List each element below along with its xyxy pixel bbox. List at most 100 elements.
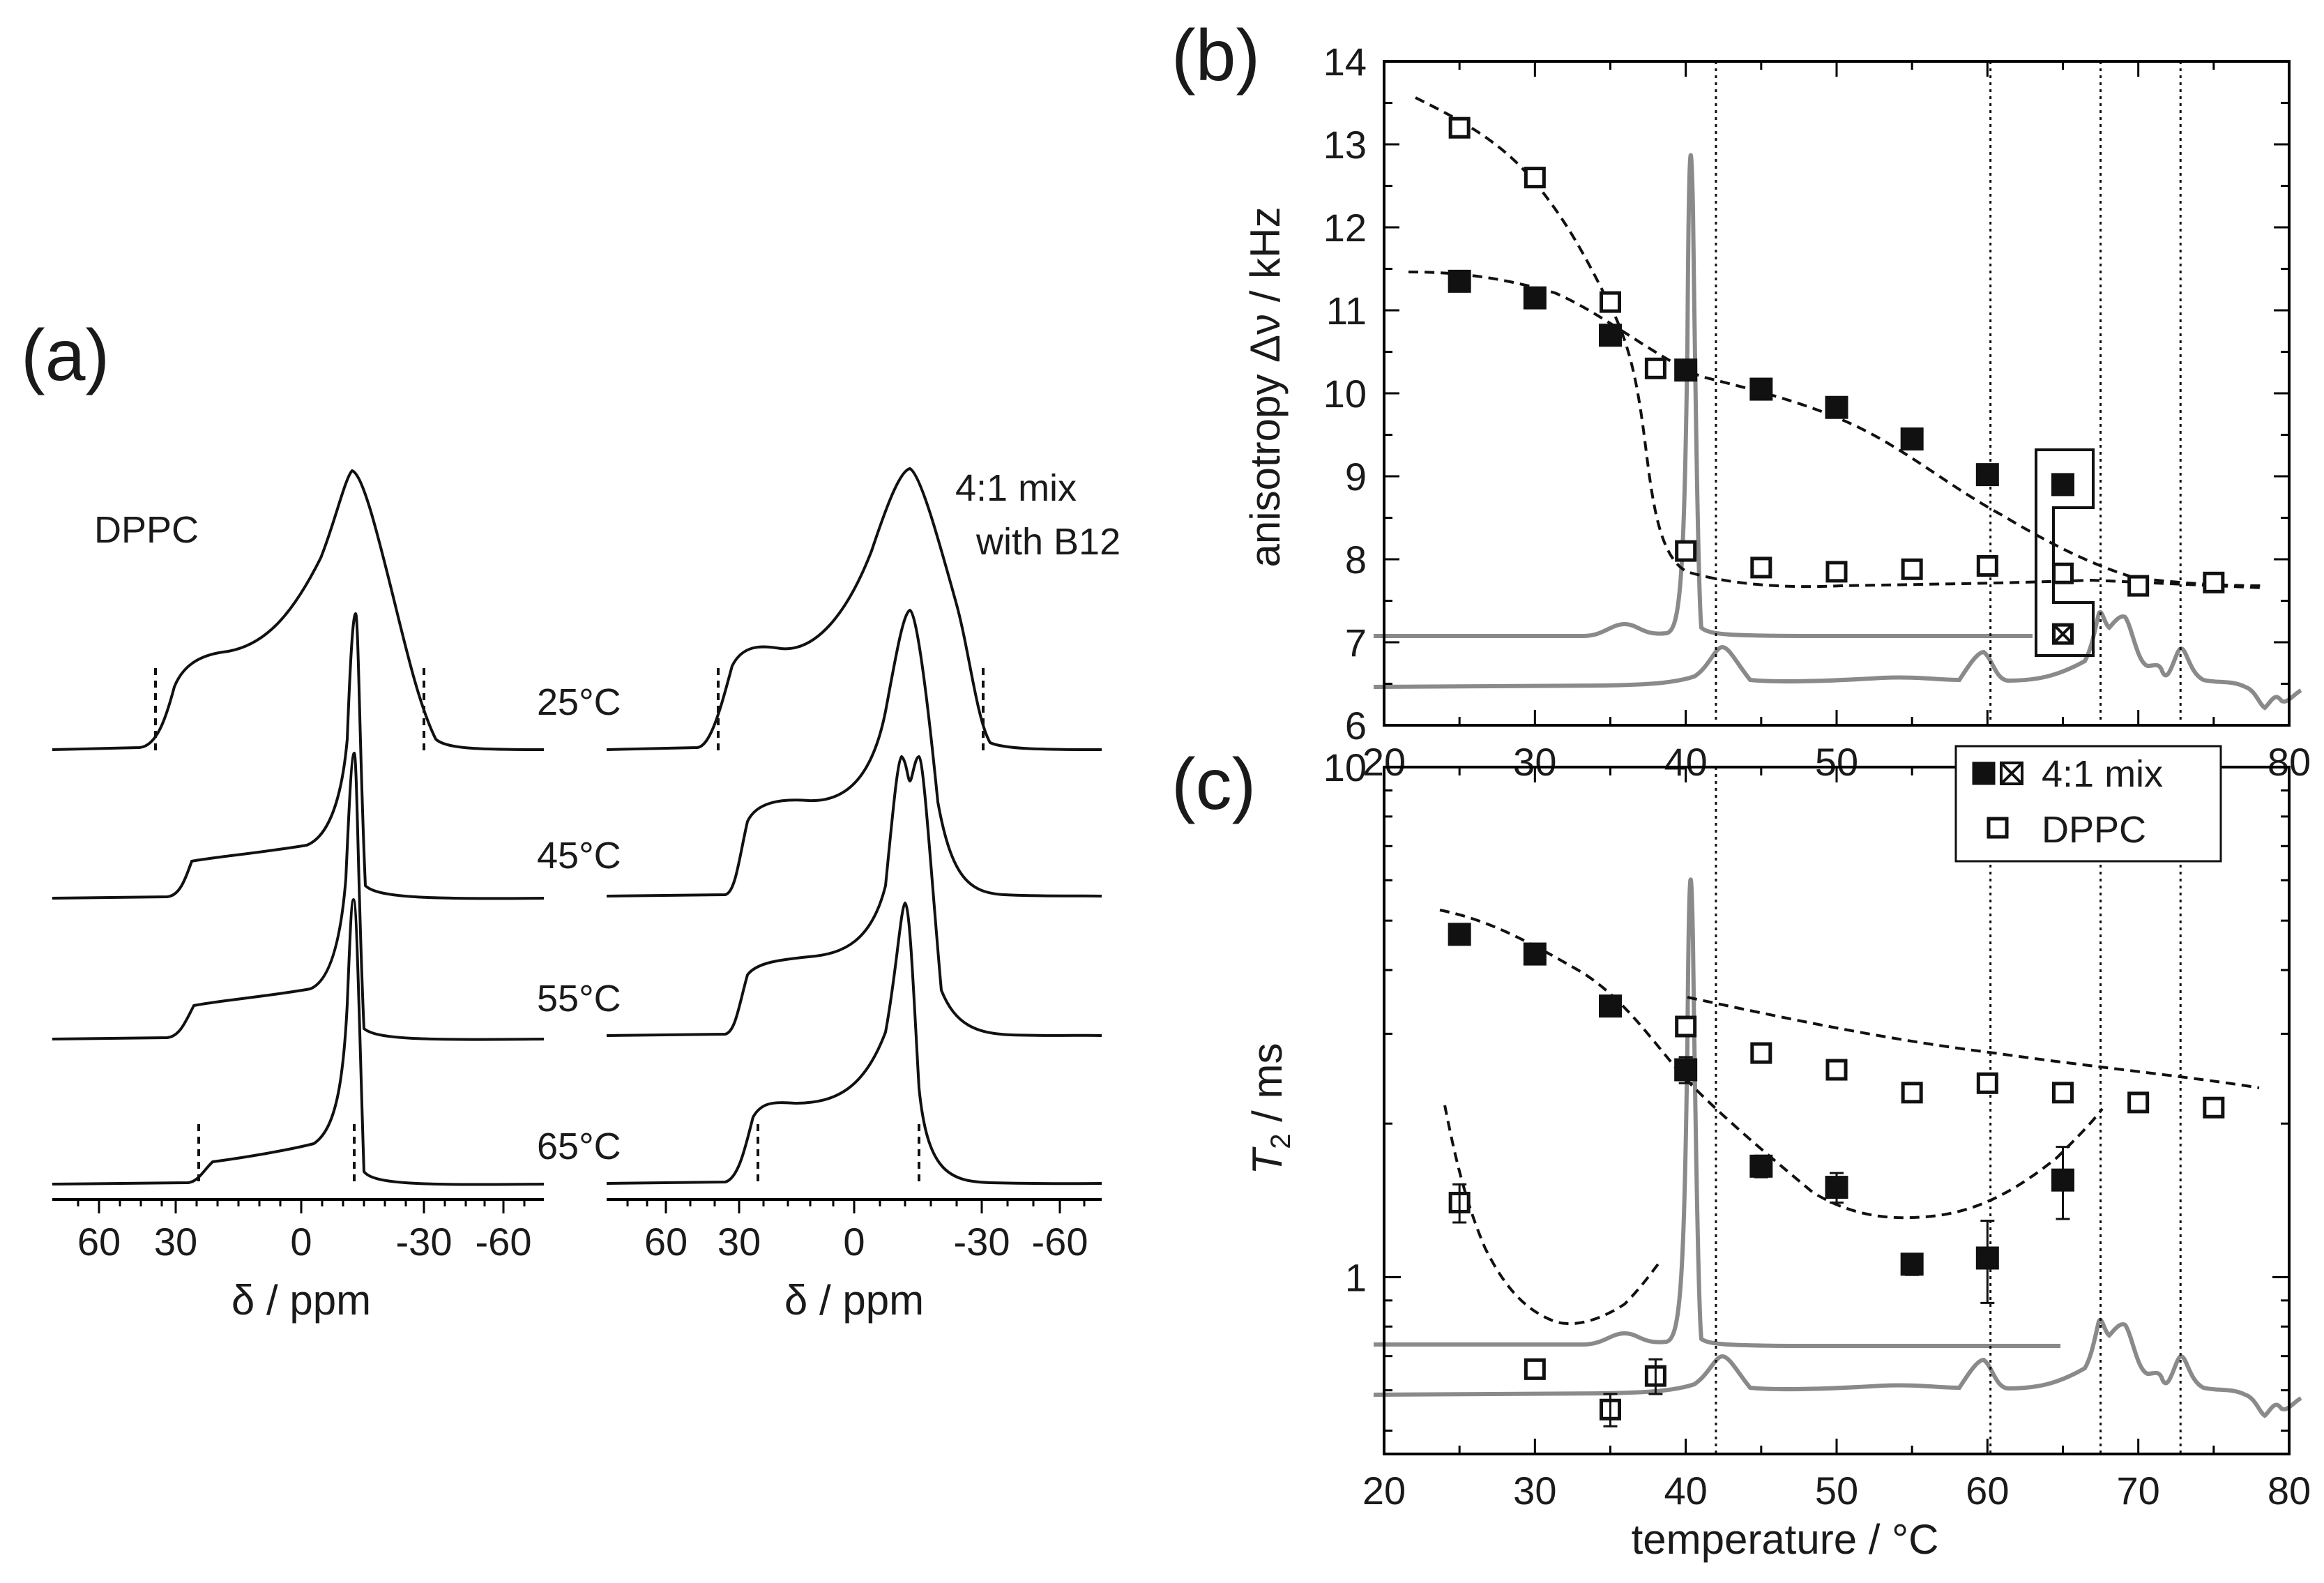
c-dsc-trace-mix xyxy=(1373,1317,2302,1418)
dppc-x-tick-30: 30 xyxy=(154,1220,197,1264)
mix-label-line2: with B12 xyxy=(975,521,1121,563)
c-dsc-trace-dppc xyxy=(1374,877,2060,1348)
legend-label-dppc: DPPC xyxy=(2042,809,2146,851)
c-point-dppc-low-t-30 xyxy=(1524,1358,1546,1380)
mix-x-axis: 60 30 0 -30 -60 δ / ppm xyxy=(607,1198,1102,1324)
dppc-spectrum-65C xyxy=(52,897,545,1186)
b-point-4-1-mix-25 xyxy=(1448,269,1471,293)
dppc-x-tick-m30: -30 xyxy=(396,1220,453,1264)
b-point-4-1-mix-55 xyxy=(1900,427,1924,450)
c-point-dppc-high-t-60 xyxy=(1976,1072,1998,1094)
c-point-dppc-high-t-75 xyxy=(2203,1096,2225,1119)
mix-x-tick-m60: -60 xyxy=(1032,1220,1088,1264)
panel-a-spectra: (a) DPPC 4:1 mix with B12 25°C 45°C 55°C… xyxy=(21,315,1121,1324)
c-x-tick-label-30: 30 xyxy=(1513,1469,1556,1513)
b-y-tick-label-13: 13 xyxy=(1323,123,1367,167)
panel-c-data-points xyxy=(1448,923,2225,1427)
b-y-tick-label-9: 9 xyxy=(1345,455,1367,499)
mix-spectrum-55C xyxy=(606,755,1102,1037)
shared-x-axis-label: temperature / °C xyxy=(1632,1516,1939,1563)
mix-spectrum-45C xyxy=(606,608,1102,897)
b-dsc-trace-mix xyxy=(1373,609,2302,711)
mix-spectrum-65C xyxy=(606,901,1102,1186)
c-fit-dppc-high xyxy=(1687,996,2260,1089)
dppc-x-axis-label: δ / ppm xyxy=(231,1277,371,1324)
c-point-4-1-mix-25 xyxy=(1448,923,1471,946)
b-point-dppc-75 xyxy=(2203,571,2225,593)
panel-c-legend: 4:1 mix DPPC xyxy=(1954,745,2222,863)
c-point-4-1-mix-35 xyxy=(1599,994,1622,1018)
b-point-4-1-mix-65 xyxy=(2051,473,2074,497)
b-point-4-1-mix-45 xyxy=(1749,377,1773,401)
c-fit-dppc-low xyxy=(1443,1105,1661,1326)
c-point-dppc-high-t-65 xyxy=(2052,1082,2074,1104)
b-outlier-bracket xyxy=(2035,448,2095,657)
b-point-4-1-mix-35 xyxy=(1599,324,1622,347)
c-fit-mix xyxy=(1439,909,2104,1220)
c-point-dppc-high-t-45 xyxy=(1750,1042,1772,1064)
c-x-tick-label-20: 20 xyxy=(1362,1469,1406,1513)
b-y-tick-label-12: 12 xyxy=(1323,206,1367,250)
b-point-dppc-35 xyxy=(1600,291,1621,313)
b-y-axis-label: anisotropy Δν / kHz xyxy=(1242,207,1289,568)
b-fit-mix xyxy=(1408,271,2263,587)
b-point-dppc-45 xyxy=(1750,556,1772,579)
dppc-spectrum-45C xyxy=(52,612,545,900)
c-point-dppc-high-t-50 xyxy=(1825,1059,1848,1081)
dppc-x-tick-0: 0 xyxy=(290,1220,312,1264)
b-point-dppc-50 xyxy=(1825,561,1848,583)
dppc-x-tick-m60: -60 xyxy=(476,1220,532,1264)
legend-marker-filled xyxy=(1972,762,1996,785)
b-plot-frame xyxy=(1383,60,2291,727)
c-point-dppc-high-t-40 xyxy=(1675,1015,1697,1038)
panel-b-dsc-traces xyxy=(1373,153,2302,711)
dppc-spectrum-25C xyxy=(52,469,545,751)
dppc-spectrum-55C xyxy=(52,751,545,1041)
b-point-dppc-60 xyxy=(1976,555,1998,577)
b-point-4-1-mix-50 xyxy=(1825,395,1848,419)
b-point-dppc-70 xyxy=(2127,575,2150,597)
temp-label-25: 25°C xyxy=(537,681,621,723)
mix-x-axis-label: δ / ppm xyxy=(784,1277,924,1324)
panel-b-anisotropy-chart: (b) 2030405060708067891011121314 anisotr… xyxy=(1171,15,2311,784)
c-y-axis-label: T2 / ms xyxy=(1244,1043,1296,1175)
mix-x-tick-m30: -30 xyxy=(954,1220,1010,1264)
c-point-dppc-high-t-70 xyxy=(2127,1091,2150,1114)
dppc-x-tick-60: 60 xyxy=(77,1220,121,1264)
legend-label-mix: 4:1 mix xyxy=(2042,753,2163,795)
b-y-tick-label-10: 10 xyxy=(1323,372,1367,416)
c-x-tick-label-50: 50 xyxy=(1815,1469,1858,1513)
b-point-dppc-38 xyxy=(1644,357,1666,379)
panel-b-data-points xyxy=(1448,116,2225,645)
mix-spectrum-25C xyxy=(606,467,1102,751)
c-point-4-1-mix-30 xyxy=(1523,942,1547,966)
c-x-tick-label-80: 80 xyxy=(2268,1469,2311,1513)
b-point-dppc-30 xyxy=(1524,167,1546,189)
b-y-tick-label-6: 6 xyxy=(1345,704,1367,748)
c-point-dppc-high-t-55 xyxy=(1901,1082,1923,1104)
b-point-4-1-mix-40 xyxy=(1674,358,1698,382)
b-point-4-1-mix-crossed--65 xyxy=(2052,623,2074,645)
panel-b-label: (b) xyxy=(1171,15,1260,96)
mix-label-line1: 4:1 mix xyxy=(955,467,1077,509)
dppc-x-axis: 60 30 0 -30 -60 δ / ppm xyxy=(52,1198,544,1324)
panel-c-label: (c) xyxy=(1171,744,1256,825)
c-y-tick-label-10: 10 xyxy=(1323,745,1367,789)
panel-c-transition-lines xyxy=(1715,767,2182,1454)
b-y-tick-label-7: 7 xyxy=(1345,621,1367,665)
b-y-tick-label-11: 11 xyxy=(1326,289,1367,333)
b-y-tick-label-14: 14 xyxy=(1323,40,1367,84)
legend-marker-open xyxy=(1987,817,2009,839)
b-dsc-trace-dppc xyxy=(1374,153,2033,638)
panel-c-dsc-traces xyxy=(1373,877,2302,1418)
legend-marker-crossed xyxy=(2000,762,2023,785)
b-point-dppc-55 xyxy=(1901,558,1923,580)
b-point-4-1-mix-30 xyxy=(1523,286,1547,310)
c-x-tick-label-70: 70 xyxy=(2117,1469,2160,1513)
mix-x-tick-60: 60 xyxy=(644,1220,688,1264)
mix-x-tick-30: 30 xyxy=(717,1220,761,1264)
temp-label-65: 65°C xyxy=(537,1126,621,1167)
panel-c-fit-curves xyxy=(1439,909,2260,1326)
mix-x-tick-0: 0 xyxy=(843,1220,865,1264)
